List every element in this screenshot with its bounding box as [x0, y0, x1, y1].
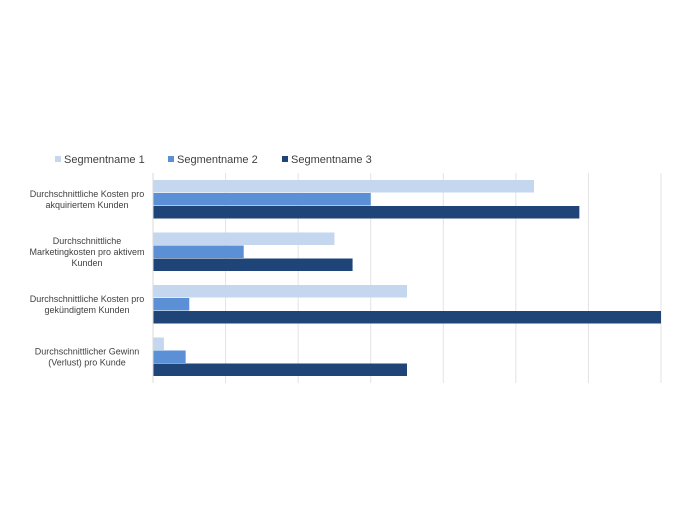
bar [153, 298, 190, 311]
bar [153, 258, 353, 271]
bar [153, 193, 371, 206]
bar [153, 245, 244, 258]
bar [153, 180, 534, 193]
legend-swatch [282, 156, 288, 162]
category-labels: Durchschnittliche Kosten pro akquiriertem… [29, 189, 144, 368]
legend-entry: Segmentname 1 [64, 154, 145, 166]
bar [153, 232, 335, 245]
legend: Segmentname 1 Segmentname 2 Segmentname 3 [55, 154, 372, 166]
category-label: Durchschnittliche Kosten pro gekündigtem … [30, 294, 145, 315]
bar [153, 311, 661, 324]
legend-entry: Segmentname 2 [177, 154, 258, 166]
bar [153, 285, 407, 298]
bars [153, 180, 661, 376]
bar [153, 363, 407, 376]
bar [153, 350, 186, 363]
legend-entry: Segmentname 3 [291, 154, 372, 166]
category-label: Durchschnittlicher Gewinn (Verlust) pro K… [35, 346, 140, 367]
legend-swatch [168, 156, 174, 162]
bar [153, 337, 164, 350]
legend-swatch [55, 156, 61, 162]
category-label: Durchschnittliche Marketingkosten pro akt… [29, 236, 144, 268]
category-label: Durchschnittliche Kosten pro akquiriertem… [30, 189, 145, 210]
bar [153, 206, 580, 219]
